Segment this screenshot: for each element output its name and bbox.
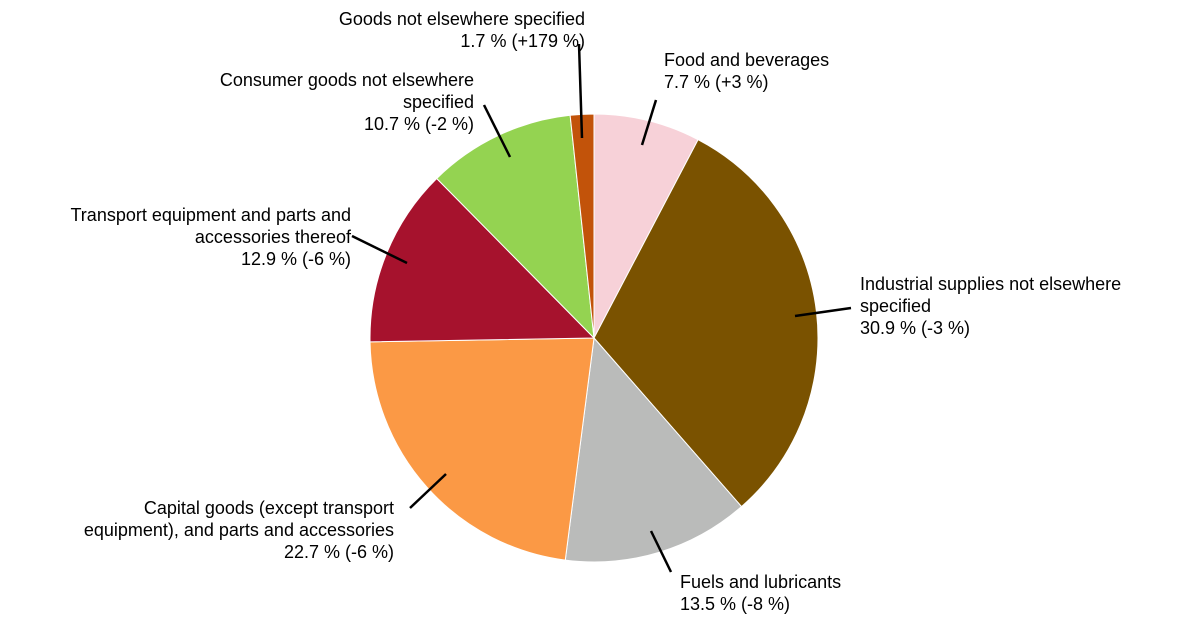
leader-line-1 [640,99,658,146]
slice-label-4: equipment), and parts and accessories [84,520,394,540]
slice-value-1: 7.7 % (+3 %) [664,72,769,92]
leader-line-2 [794,306,852,318]
leader-line-5 [351,234,408,265]
leader-line-4 [409,473,447,509]
slice-label-3: Fuels and lubricants [680,572,841,592]
slice-label-5: accessories thereof [195,227,352,247]
slice-label-6: Consumer goods not elsewhere [220,70,474,90]
pie-slice-1 [593,113,699,339]
slice-value-3: 13.5 % (-8 %) [680,594,790,614]
slice-value-2: 30.9 % (-3 %) [860,318,970,338]
leader-line-6 [482,104,512,158]
slice-label-6: specified [403,92,474,112]
leader-lines [351,43,852,573]
leader-line-3 [649,530,673,573]
slice-value-4: 22.7 % (-6 %) [284,542,394,562]
slice-label-2: Industrial supplies not elsewhere [860,274,1121,294]
slice-value-6: 10.7 % (-2 %) [364,114,474,134]
slice-label-5: Transport equipment and parts and [70,205,351,225]
pie-slice-3 [564,336,743,563]
slice-label-4: Capital goods (except transport [144,498,394,518]
leader-line-7 [577,43,584,139]
slice-value-7: 1.7 % (+179 %) [460,31,585,51]
slice-label-2: specified [860,296,931,316]
pie-slices [369,113,819,563]
slice-value-5: 12.9 % (-6 %) [241,249,351,269]
pie-slice-4 [369,337,595,561]
slice-label-1: Food and beverages [664,50,829,70]
slice-label-7: Goods not elsewhere specified [339,9,585,29]
